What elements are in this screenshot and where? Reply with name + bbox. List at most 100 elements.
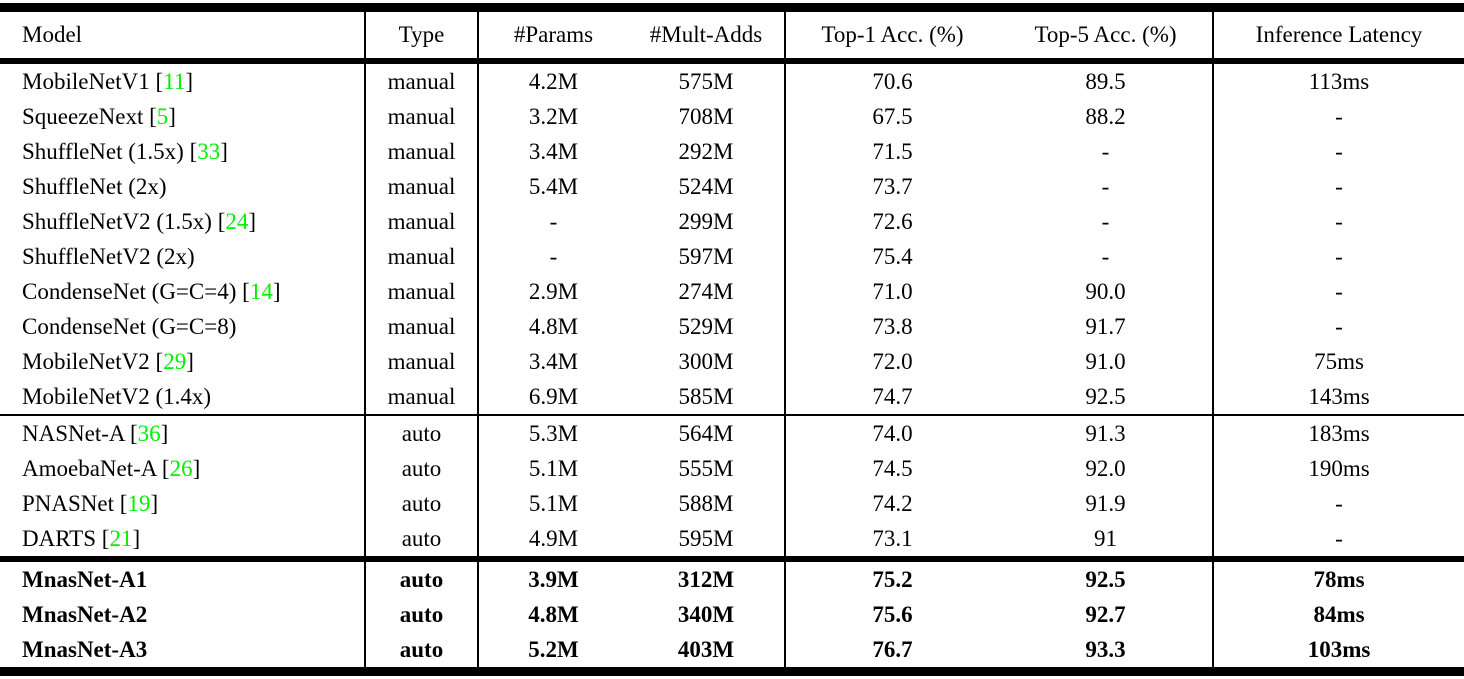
cell-top1: 75.6 (872, 602, 913, 627)
cell-top1: 74.7 (872, 384, 913, 409)
cell-type: manual (365, 204, 479, 239)
table-row: MnasNet-A3 auto 5.2M 403M 76.7 93.3 103ms (0, 632, 1464, 672)
table-row: PNASNet [19] auto 5.1M 588M 74.2 91.9- (0, 486, 1464, 521)
cell-params: - (549, 244, 558, 269)
cell-latency: - (1335, 279, 1343, 304)
table-row: MobileNetV2 [29] manual 3.4M 300M 72.0 91.0 75… (0, 344, 1464, 379)
cell-model: MobileNetV2 [29] (0, 344, 366, 379)
cell-top1: 71.0 (872, 279, 913, 304)
cell-latency: 190ms (1308, 456, 1370, 481)
cell-type: manual (365, 99, 479, 134)
citation-ref: [29] (149, 349, 194, 374)
cell-top1: 73.1 (872, 526, 913, 551)
cell-top1: 74.2 (872, 491, 913, 516)
citation-number: 24 (225, 209, 249, 234)
cell-params: 4.8M (528, 314, 579, 339)
results-table: Model Type #Params #Mult-Adds Top-1 Acc. (%)… (0, 3, 1464, 676)
cell-latency: - (1335, 209, 1343, 234)
citation-ref: [21] (96, 526, 141, 551)
model-name: ShuffleNetV2 (1.5x) (22, 209, 212, 234)
citation-ref: [5] (143, 104, 176, 129)
citation-number: 5 (156, 104, 169, 129)
model-name: MnasNet-A1 (22, 567, 148, 592)
cell-params: 5.2M (528, 637, 579, 662)
citation-ref: [24] (211, 209, 257, 234)
cell-model: ShuffleNetV2 (2x) (0, 239, 366, 274)
cell-mult_adds: 595M (628, 521, 786, 559)
cell-latency: - (1335, 139, 1343, 164)
cell-model: PNASNet [19] (0, 486, 366, 521)
cell-params: 3.9M (478, 556, 628, 597)
cell-type: manual (365, 274, 479, 309)
cell-params: - (549, 209, 558, 234)
model-name: MobileNetV1 (22, 69, 150, 94)
table-row: MobileNetV2 (1.4x) manual 6.9M 585M 74.7 92.5… (0, 379, 1464, 415)
citation-number: 14 (249, 279, 273, 304)
cell-top5: 90.0 (999, 274, 1214, 309)
cell-latency: 183ms (1213, 414, 1464, 451)
cell-model: CondenseNet (G=C=4) [14] (0, 274, 366, 309)
cell-top1: 70.6 (872, 69, 913, 94)
cell-top5: - (999, 239, 1214, 274)
cell-type: manual (365, 309, 479, 344)
cell-model: NASNet-A [36] (0, 414, 366, 451)
model-name: SqueezeNext (22, 104, 144, 129)
table-row: MnasNet-A1 auto 3.9M 312M 75.2 92.5 78ms (0, 556, 1464, 597)
cell-top1: 75.2 (785, 556, 999, 597)
cell-model: MobileNetV1 [11] (0, 61, 366, 99)
cell-params: 4.9M (528, 526, 579, 551)
table-body: MobileNetV1 [11] manual 4.2M 575M 70.6 89.5 11… (0, 61, 1464, 672)
citation-ref: [36] (124, 421, 169, 446)
citation-number: 29 (163, 349, 187, 374)
cell-params: 5.1M (528, 491, 579, 516)
cell-latency: - (1335, 526, 1343, 551)
cell-top5: 91.3 (999, 414, 1214, 451)
model-name: ShuffleNetV2 (2x) (22, 244, 195, 269)
model-name: ShuffleNet (2x) (22, 174, 167, 199)
cell-top5: 91.7 (999, 309, 1214, 344)
cell-top5: - (999, 134, 1214, 169)
citation-number: 19 (127, 491, 151, 516)
model-name: MnasNet-A3 (22, 637, 148, 662)
cell-mult_adds: 340M (628, 597, 786, 632)
cell-mult_adds: 524M (628, 169, 786, 204)
table-row: SqueezeNext [5] manual 3.2M 708M 67.5 88.2- (0, 99, 1464, 134)
cell-latency: 143ms (1308, 384, 1370, 409)
cell-model: SqueezeNext [5] (0, 99, 366, 134)
cell-params: 6.9M (528, 384, 579, 409)
cell-params: 3.4M (528, 139, 579, 164)
table-row: NASNet-A [36] auto 5.3M 564M 74.0 91.3 183ms (0, 414, 1464, 451)
cell-type: manual (365, 344, 479, 379)
cell-top5: 92.0 (999, 451, 1214, 486)
header-cell-top1: Top-1 Acc. (%) (785, 7, 999, 64)
cell-params: 5.4M (528, 174, 579, 199)
cell-top1: 76.7 (872, 637, 913, 662)
cell-latency: - (1335, 104, 1343, 129)
cell-mult_adds: 708M (628, 99, 786, 134)
cell-type: auto (365, 414, 479, 451)
cell-top1: 67.5 (872, 104, 913, 129)
cell-mult_adds: 588M (628, 486, 786, 521)
model-name: ShuffleNet (1.5x) (22, 139, 184, 164)
cell-top1: 72.6 (872, 209, 913, 234)
cell-params: 4.8M (528, 602, 579, 627)
cell-type: manual (365, 239, 479, 274)
cell-mult_adds: 597M (628, 239, 786, 274)
cell-latency: 78ms (1213, 556, 1464, 597)
table-row: MnasNet-A2 auto 4.8M 340M 75.6 92.7 84ms (0, 597, 1464, 632)
cell-model: DARTS [21] (0, 521, 366, 559)
citation-number: 26 (169, 456, 193, 481)
cell-model: MobileNetV2 (1.4x) (0, 379, 366, 415)
citation-number: 11 (163, 69, 186, 94)
cell-type: manual (365, 134, 479, 169)
cell-top5: 91 (999, 521, 1214, 559)
cell-mult_adds: 403M (628, 632, 786, 672)
cell-latency: - (1335, 244, 1343, 269)
header-cell-type: Type (365, 7, 479, 64)
cell-latency: 84ms (1313, 602, 1365, 627)
citation-number: 33 (197, 139, 221, 164)
cell-top5: - (999, 169, 1214, 204)
cell-top1: 73.7 (872, 174, 913, 199)
table-row: MobileNetV1 [11] manual 4.2M 575M 70.6 89.5 11… (0, 61, 1464, 99)
cell-mult_adds: 274M (628, 274, 786, 309)
